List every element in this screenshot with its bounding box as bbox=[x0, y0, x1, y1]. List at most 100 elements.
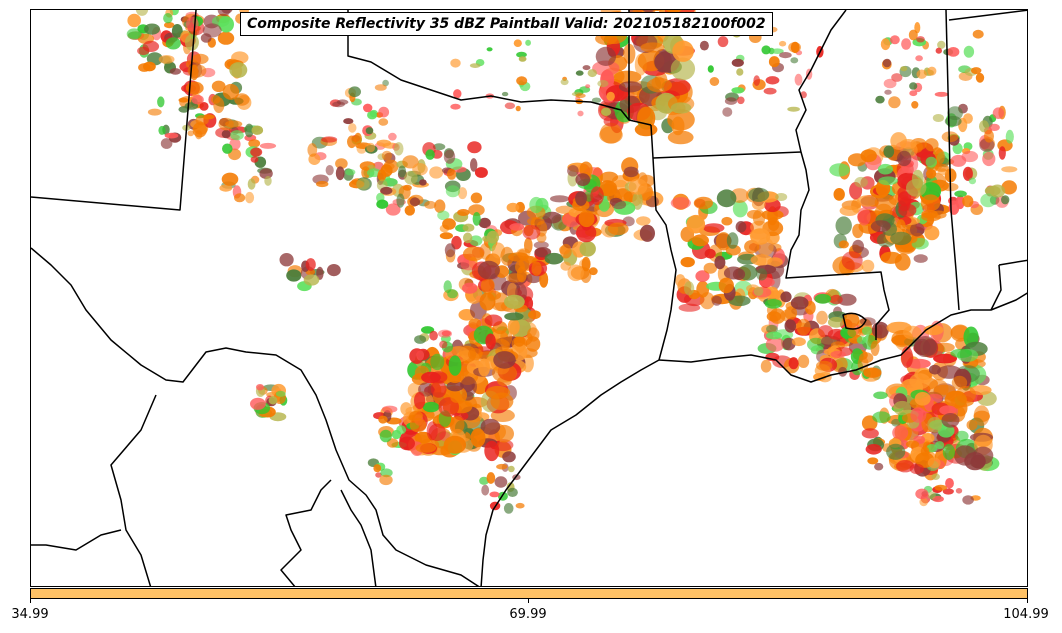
storm-echo bbox=[343, 118, 354, 125]
storm-echo bbox=[164, 132, 179, 139]
state-border bbox=[340, 489, 377, 586]
storm-echo bbox=[504, 294, 525, 309]
storm-echo bbox=[348, 86, 362, 97]
storm-echo bbox=[735, 221, 747, 233]
state-border bbox=[347, 10, 652, 126]
storm-echo bbox=[469, 63, 481, 68]
storm-echo bbox=[217, 10, 231, 17]
storm-echo bbox=[1001, 195, 1010, 205]
storm-echo bbox=[870, 340, 880, 356]
storm-echo bbox=[513, 336, 525, 347]
storm-echo bbox=[937, 40, 946, 49]
storm-echo bbox=[924, 138, 939, 152]
storm-echo bbox=[920, 194, 941, 212]
coastline bbox=[658, 292, 1027, 383]
storm-echo bbox=[797, 354, 810, 368]
storm-echo bbox=[894, 253, 911, 271]
storm-echo bbox=[217, 31, 235, 45]
storm-echo bbox=[751, 198, 766, 210]
storm-echo bbox=[591, 97, 602, 103]
storm-echo bbox=[361, 166, 371, 179]
storm-echo bbox=[670, 57, 696, 81]
storm-echo bbox=[446, 381, 464, 392]
storm-echo bbox=[716, 232, 732, 251]
storm-echo bbox=[437, 210, 450, 221]
storm-echo bbox=[335, 158, 348, 170]
storm-echo bbox=[932, 114, 945, 122]
storm-echo bbox=[513, 39, 522, 47]
storm-echo bbox=[794, 73, 803, 86]
storm-echo bbox=[732, 268, 746, 281]
storm-echo bbox=[771, 48, 784, 54]
storm-echo bbox=[927, 416, 943, 433]
storm-echo bbox=[756, 268, 768, 281]
storm-echo bbox=[950, 348, 972, 358]
storm-echo bbox=[684, 281, 695, 296]
state-border bbox=[650, 124, 677, 361]
storm-echo bbox=[542, 211, 562, 224]
storm-echo bbox=[972, 29, 984, 39]
storm-echo bbox=[968, 177, 977, 185]
storm-echo bbox=[450, 392, 463, 403]
storm-echo bbox=[731, 58, 744, 67]
storm-echo bbox=[550, 195, 570, 203]
storm-echo bbox=[126, 28, 142, 40]
storm-echo bbox=[247, 178, 256, 190]
storm-echo bbox=[469, 235, 483, 246]
storm-echo bbox=[618, 81, 642, 93]
storm-echo bbox=[934, 484, 947, 491]
storm-echo bbox=[484, 314, 503, 327]
storm-echo bbox=[865, 444, 882, 455]
storm-echo bbox=[256, 384, 264, 391]
storm-echo bbox=[766, 324, 778, 334]
storm-echo-layer bbox=[126, 10, 1018, 514]
storm-echo bbox=[234, 193, 246, 203]
storm-echo bbox=[587, 69, 597, 78]
storm-echo bbox=[515, 502, 525, 509]
storm-echo bbox=[211, 80, 226, 93]
storm-echo bbox=[382, 405, 398, 413]
storm-echo bbox=[787, 106, 800, 112]
storm-echo bbox=[533, 241, 549, 249]
storm-echo bbox=[158, 55, 175, 64]
storm-echo bbox=[268, 396, 278, 405]
coastline bbox=[480, 359, 660, 586]
colorbar-tick bbox=[528, 599, 529, 603]
storm-echo bbox=[409, 418, 427, 433]
storm-echo bbox=[335, 166, 345, 181]
storm-echo bbox=[908, 29, 918, 41]
storm-echo bbox=[191, 53, 209, 65]
storm-echo bbox=[816, 310, 828, 325]
storm-echo bbox=[880, 38, 891, 51]
storm-echo bbox=[453, 89, 462, 99]
storm-echo bbox=[567, 165, 579, 177]
state-border bbox=[945, 10, 960, 311]
storm-echo bbox=[830, 350, 846, 358]
storm-echo bbox=[788, 357, 799, 370]
storm-echo bbox=[962, 166, 973, 181]
storm-echo bbox=[462, 282, 478, 294]
storm-echo bbox=[613, 70, 642, 84]
storm-echo bbox=[439, 340, 448, 349]
storm-echo bbox=[909, 90, 918, 97]
map-panel bbox=[30, 9, 1028, 587]
storm-echo bbox=[447, 289, 458, 299]
storm-echo bbox=[504, 312, 524, 321]
storm-echo bbox=[404, 170, 418, 185]
storm-echo bbox=[915, 55, 923, 62]
storm-echo bbox=[429, 166, 444, 179]
colorbar-tick bbox=[1027, 599, 1028, 603]
storm-echo bbox=[560, 261, 571, 271]
storm-echo bbox=[910, 407, 927, 423]
storm-echo bbox=[767, 217, 780, 232]
storm-echo bbox=[218, 117, 234, 131]
storm-echo bbox=[736, 68, 744, 76]
storm-echo bbox=[779, 52, 792, 59]
storm-echo bbox=[178, 97, 189, 103]
storm-echo bbox=[415, 443, 437, 453]
storm-echo bbox=[693, 196, 714, 210]
storm-echo bbox=[721, 216, 733, 226]
storm-echo bbox=[158, 125, 166, 135]
storm-echo bbox=[857, 207, 871, 226]
storm-echo bbox=[450, 103, 461, 110]
